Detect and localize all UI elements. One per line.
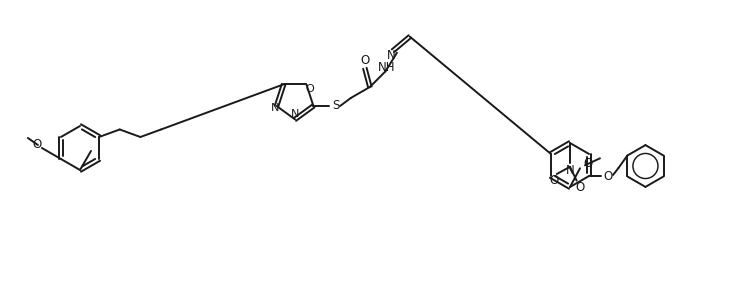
Text: NH: NH xyxy=(378,61,395,74)
Text: S: S xyxy=(333,99,339,112)
Text: N: N xyxy=(291,109,299,119)
Text: O: O xyxy=(33,138,42,150)
Text: N: N xyxy=(565,164,575,177)
Text: O: O xyxy=(361,54,370,67)
Text: O: O xyxy=(549,174,559,188)
Text: O: O xyxy=(305,84,314,94)
Text: N: N xyxy=(271,103,279,113)
Text: N: N xyxy=(386,49,395,62)
Text: O: O xyxy=(584,157,593,170)
Text: O: O xyxy=(575,181,584,194)
Text: O: O xyxy=(603,169,612,182)
